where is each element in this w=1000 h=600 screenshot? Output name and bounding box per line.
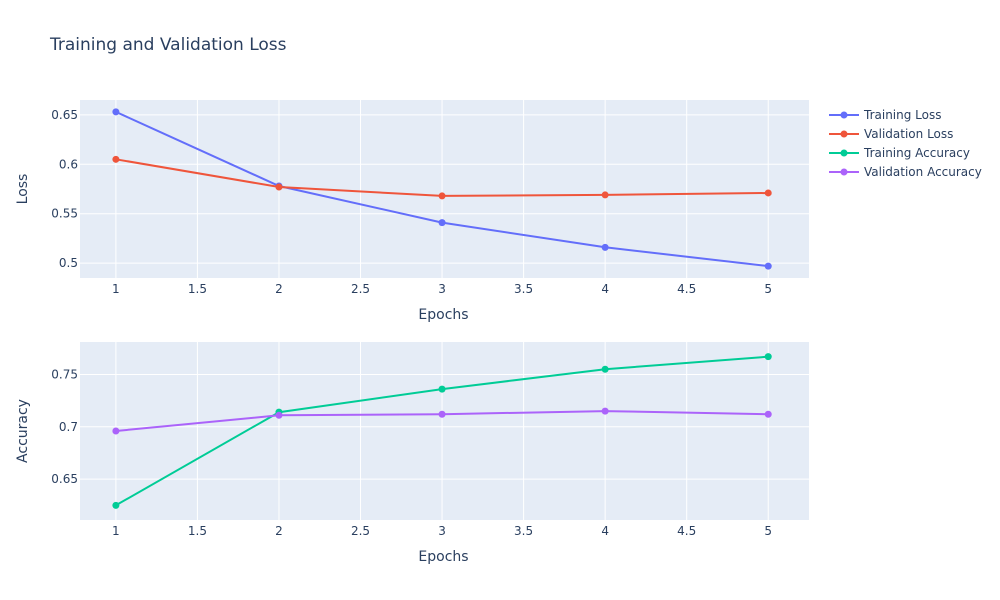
y-tick-label: 0.7: [59, 420, 78, 434]
data-point: [438, 385, 446, 393]
x-tick-label: 2.5: [351, 282, 370, 296]
x-tick-label: 1.5: [188, 524, 207, 538]
x-tick-label: 4: [601, 524, 609, 538]
x-tick-label: 3.5: [514, 282, 533, 296]
y-tick-label: 0.6: [59, 157, 78, 171]
legend-item[interactable]: Validation Loss: [829, 127, 953, 141]
legend-label: Validation Loss: [864, 127, 953, 141]
x-axis-title: Epochs: [418, 307, 468, 323]
x-tick-label: 2: [275, 282, 283, 296]
data-point: [764, 189, 772, 197]
plot-background: [80, 342, 809, 520]
legend-item[interactable]: Training Loss: [829, 108, 941, 122]
plot-background: [80, 100, 809, 278]
x-tick-label: 3: [438, 282, 446, 296]
x-tick-label: 4: [601, 282, 609, 296]
x-tick-label: 1: [112, 282, 120, 296]
data-point: [112, 427, 120, 435]
legend-item[interactable]: Validation Accuracy: [829, 165, 982, 179]
legend-label: Validation Accuracy: [864, 165, 982, 179]
data-point: [601, 407, 609, 415]
data-point: [112, 155, 120, 163]
y-tick-label: 0.65: [51, 108, 78, 122]
data-point: [112, 501, 120, 509]
subplot-2: 1 1.5 2 2.5 3 3.5 4 4.5 5 0.65 0.7 0.75 Epochs Accura…: [15, 342, 809, 565]
legend-swatch-marker: [840, 168, 848, 176]
data-point: [764, 353, 772, 361]
legend[interactable]: Training Loss Validation Loss Training Acc…: [829, 108, 982, 179]
legend-swatch-marker: [840, 149, 848, 157]
data-point: [112, 108, 120, 116]
legend-item[interactable]: Training Accuracy: [829, 146, 970, 160]
data-point: [275, 183, 283, 191]
chart-title: Training and Validation Loss: [49, 35, 287, 55]
x-tick-label: 3.5: [514, 524, 533, 538]
data-point: [438, 410, 446, 418]
data-point: [601, 191, 609, 199]
x-tick-label: 4.5: [677, 524, 696, 538]
legend-label: Training Accuracy: [863, 146, 970, 160]
data-point: [438, 192, 446, 200]
x-tick-label: 2.5: [351, 524, 370, 538]
data-point: [601, 243, 609, 251]
y-tick-label: 0.75: [51, 367, 78, 381]
x-tick-label: 4.5: [677, 282, 696, 296]
y-tick-label: 0.5: [59, 256, 78, 270]
x-tick-label: 3: [438, 524, 446, 538]
subplots: 1 1.5 2 2.5 3 3.5 4 4.5 5 0.5 0.55 0.6 0.65 Epochs Los…: [15, 100, 809, 565]
x-tick-label: 5: [764, 282, 772, 296]
x-tick-label: 1.5: [188, 282, 207, 296]
legend-swatch-marker: [840, 111, 848, 119]
subplot-1: 1 1.5 2 2.5 3 3.5 4 4.5 5 0.5 0.55 0.6 0.65 Epochs Los…: [15, 100, 809, 323]
legend-label: Training Loss: [863, 108, 941, 122]
y-axis-title: Loss: [15, 174, 31, 205]
data-point: [275, 411, 283, 419]
data-point: [764, 410, 772, 418]
y-axis-title: Accuracy: [15, 399, 31, 463]
x-axis-title: Epochs: [418, 549, 468, 565]
x-tick-label: 5: [764, 524, 772, 538]
y-tick-label: 0.65: [51, 472, 78, 486]
legend-swatch-marker: [840, 130, 848, 138]
data-point: [764, 262, 772, 270]
y-tick-label: 0.55: [51, 207, 78, 221]
data-point: [438, 219, 446, 227]
data-point: [601, 365, 609, 373]
x-tick-label: 2: [275, 524, 283, 538]
x-tick-label: 1: [112, 524, 120, 538]
